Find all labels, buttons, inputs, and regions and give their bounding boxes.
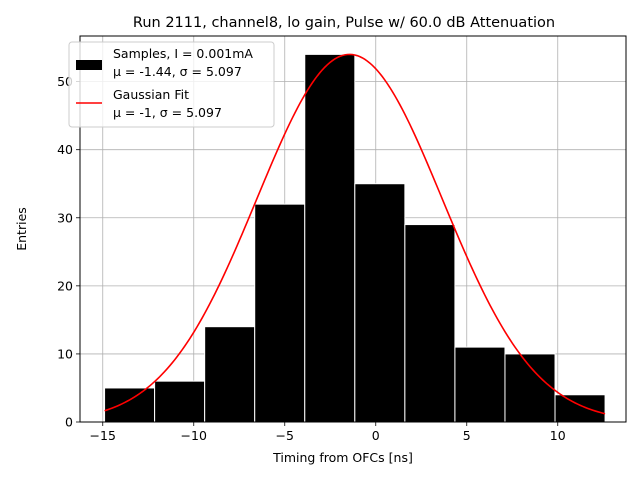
gaussian-fit — [104, 53, 606, 415]
histogram-bar — [154, 380, 206, 423]
gaussian-fit-line — [104, 53, 606, 415]
legend-fit-label: Gaussian Fit — [113, 87, 189, 102]
x-axis-label: Timing from OFCs [ns] — [272, 450, 413, 465]
histogram-bar — [254, 203, 306, 423]
histogram-bar — [504, 353, 556, 423]
chart-title: Run 2111, channel8, lo gain, Pulse w/ 60… — [133, 15, 555, 31]
x-tick-label: −5 — [276, 428, 294, 443]
histogram-bar — [354, 183, 406, 423]
y-tick-label: 40 — [57, 142, 73, 157]
legend-samples-stats: μ = -1.44, σ = 5.097 — [113, 64, 242, 79]
legend-samples-swatch — [76, 60, 102, 70]
y-tick-label: 10 — [57, 346, 73, 361]
histogram-bar — [104, 387, 156, 423]
x-tick-label: 0 — [372, 428, 380, 443]
histogram-bar — [204, 326, 256, 423]
x-tick-label: −10 — [181, 428, 207, 443]
y-tick-label: 0 — [65, 415, 73, 430]
plot-frame — [79, 35, 627, 423]
x-tick-label: 10 — [550, 428, 566, 443]
histogram-bar — [454, 346, 506, 423]
y-tick-label: 30 — [57, 210, 73, 225]
legend-samples-label: Samples, I = 0.001mA — [113, 46, 253, 61]
histogram-bar — [404, 224, 456, 423]
histogram-bar — [304, 53, 356, 423]
y-axis-label: Entries — [14, 207, 29, 251]
legend-box — [68, 41, 275, 128]
y-tick-label: 20 — [57, 278, 73, 293]
legend-fit-stats: μ = -1, σ = 5.097 — [113, 105, 222, 120]
legend: Samples, I = 0.001mA μ = -1.44, σ = 5.09… — [68, 41, 275, 128]
x-tick-label: −15 — [90, 428, 116, 443]
histogram-bar — [554, 394, 606, 423]
x-tick-label: 5 — [463, 428, 471, 443]
histogram-bars — [104, 53, 606, 423]
x-axis-ticks: −15 −10 −5 0 5 10 — [90, 422, 566, 443]
